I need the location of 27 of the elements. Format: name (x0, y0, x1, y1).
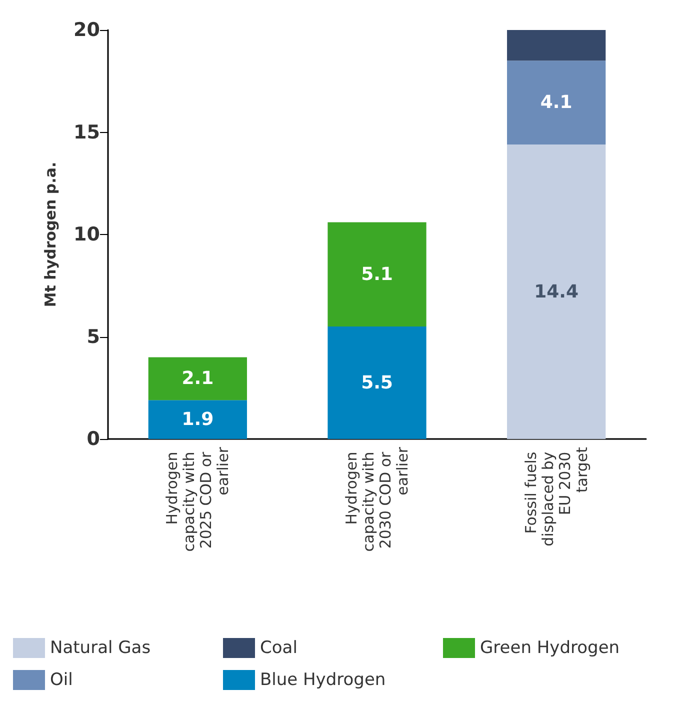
bar (148, 400, 247, 439)
legend-label: Green Hydrogen (480, 638, 620, 658)
bar (507, 144, 606, 439)
y-axis-title: Mt hydrogen p.a. (42, 162, 60, 308)
data-label: 14.4 (534, 281, 579, 302)
y-tick-label: 0 (86, 428, 100, 450)
data-label: 5.1 (361, 264, 393, 285)
x-tick-label: Hydrogen capacity with 2025 COD or earlier (163, 446, 232, 552)
data-label: 4.1 (540, 92, 572, 114)
bar (148, 357, 247, 400)
y-tick-label: 10 (74, 224, 100, 246)
legend-label: Coal (260, 638, 298, 658)
y-tick-label: 15 (74, 121, 100, 144)
bar (328, 326, 426, 439)
bar (507, 60, 606, 145)
bar (328, 222, 426, 327)
y-tick-label: 20 (74, 19, 100, 41)
y-tick-label: 5 (86, 326, 100, 348)
data-label: 1.9 (182, 409, 214, 430)
legend-label: Oil (50, 670, 73, 690)
legend-label: Natural Gas (50, 638, 151, 658)
data-label: 2.1 (182, 368, 214, 390)
legend-label: Blue Hydrogen (260, 670, 386, 690)
data-label: 5.5 (361, 372, 393, 394)
bar (507, 30, 606, 61)
x-tick-label: Fossil fuels displaced by EU 2030 target (522, 446, 591, 546)
x-tick-label: Hydrogen capacity with 2030 COD or earlier (342, 446, 412, 552)
